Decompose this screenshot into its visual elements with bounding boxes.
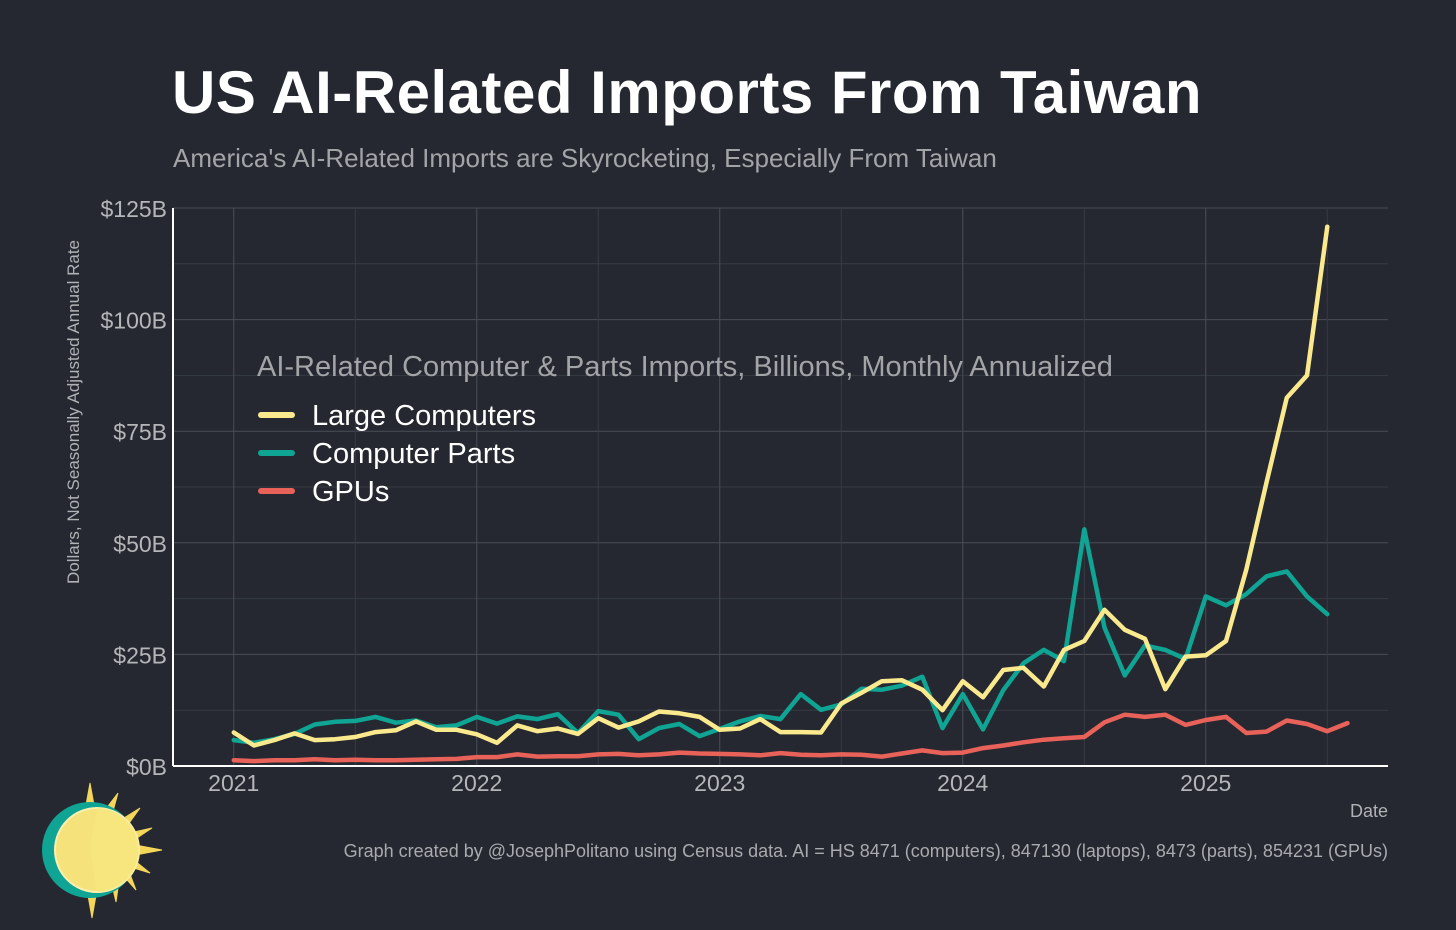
series-line-computer-parts — [231, 527, 1330, 746]
sun-logo-icon — [30, 778, 170, 928]
chart-title: US AI-Related Imports From Taiwan — [172, 59, 1202, 126]
legend: Large Computers Computer Parts GPUs — [258, 400, 536, 508]
tick-labels: $0B $25B $50B $75B $100B $125B 2021 2022 2023 202… — [100, 196, 1231, 796]
y-tick-label: $100B — [100, 308, 167, 334]
x-tick-label: 2021 — [208, 770, 259, 796]
grid-lines — [173, 207, 1388, 767]
legend-label: GPUs — [312, 476, 389, 508]
legend-title: AI-Related Computer & Parts Imports, Bil… — [257, 351, 1113, 383]
y-tick-label: $25B — [113, 642, 167, 668]
y-tick-label: $50B — [113, 531, 167, 557]
series-line-gpus — [231, 712, 1350, 764]
y-tick-label: $0B — [126, 754, 167, 780]
x-tick-label: 2022 — [451, 770, 502, 796]
y-tick-label: $75B — [113, 419, 167, 445]
legend-label: Large Computers — [312, 400, 536, 432]
axes — [172, 208, 1388, 767]
y-tick-label: $125B — [100, 196, 167, 222]
x-tick-label: 2025 — [1180, 770, 1231, 796]
chart-subtitle: America's AI-Related Imports are Skyrock… — [173, 143, 997, 173]
source-caption: Graph created by @JosephPolitano using C… — [343, 841, 1388, 861]
x-axis-label: Date — [1350, 801, 1388, 821]
x-tick-label: 2023 — [694, 770, 745, 796]
x-tick-label: 2024 — [937, 770, 988, 796]
series-line-large-computers — [231, 224, 1330, 748]
series-lines — [231, 224, 1350, 764]
legend-label: Computer Parts — [312, 438, 515, 470]
